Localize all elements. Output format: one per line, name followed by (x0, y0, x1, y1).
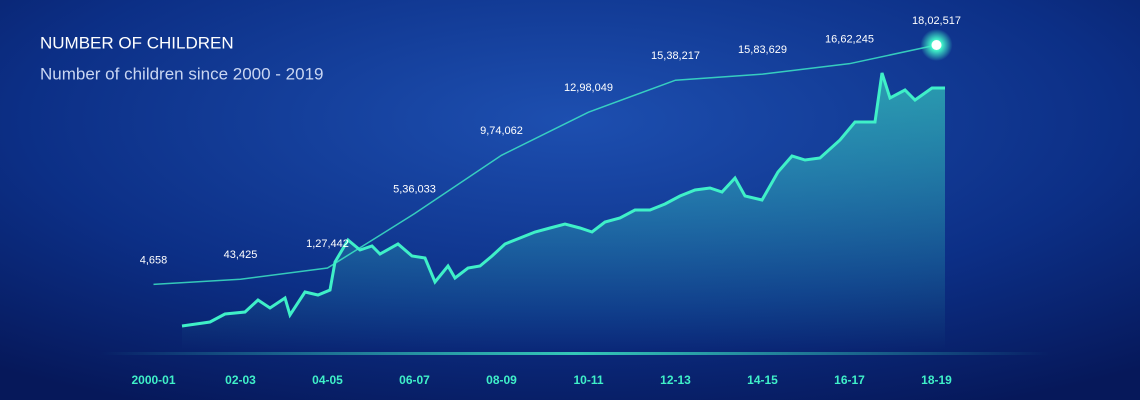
data-label: 12,98,049 (564, 82, 613, 94)
x-tick-label: 2000-01 (131, 373, 175, 387)
decorative-wave-line (181, 72, 945, 328)
data-label: 18,02,517 (912, 15, 961, 27)
x-tick-label: 14-15 (747, 373, 778, 387)
x-tick-label: 06-07 (399, 373, 430, 387)
x-tick-label: 16-17 (834, 373, 865, 387)
end-dot (931, 40, 942, 50)
decorative-wave-area (182, 73, 945, 350)
data-label: 4,658 (140, 254, 168, 266)
data-label: 9,74,062 (480, 125, 523, 137)
x-tick-label: 02-03 (225, 373, 256, 387)
chart-subtitle: Number of children since 2000 - 2019 (40, 64, 324, 83)
data-label: 15,83,629 (738, 44, 787, 56)
data-label: 5,36,033 (393, 184, 436, 196)
x-tick-label: 04-05 (312, 373, 343, 387)
data-label: 15,38,217 (651, 50, 700, 62)
trend-line (153, 44, 937, 286)
x-tick-label: 12-13 (660, 373, 691, 387)
data-label: 16,62,245 (825, 34, 874, 46)
baseline-glow (100, 352, 1050, 355)
data-label: 43,425 (224, 249, 258, 261)
x-tick-label: 10-11 (573, 373, 603, 387)
x-tick-label: 18-19 (921, 373, 952, 387)
chart-title: NUMBER OF CHILDREN (40, 33, 234, 52)
x-tick-label: 08-09 (486, 373, 517, 387)
data-label: 1,27,442 (306, 238, 349, 250)
